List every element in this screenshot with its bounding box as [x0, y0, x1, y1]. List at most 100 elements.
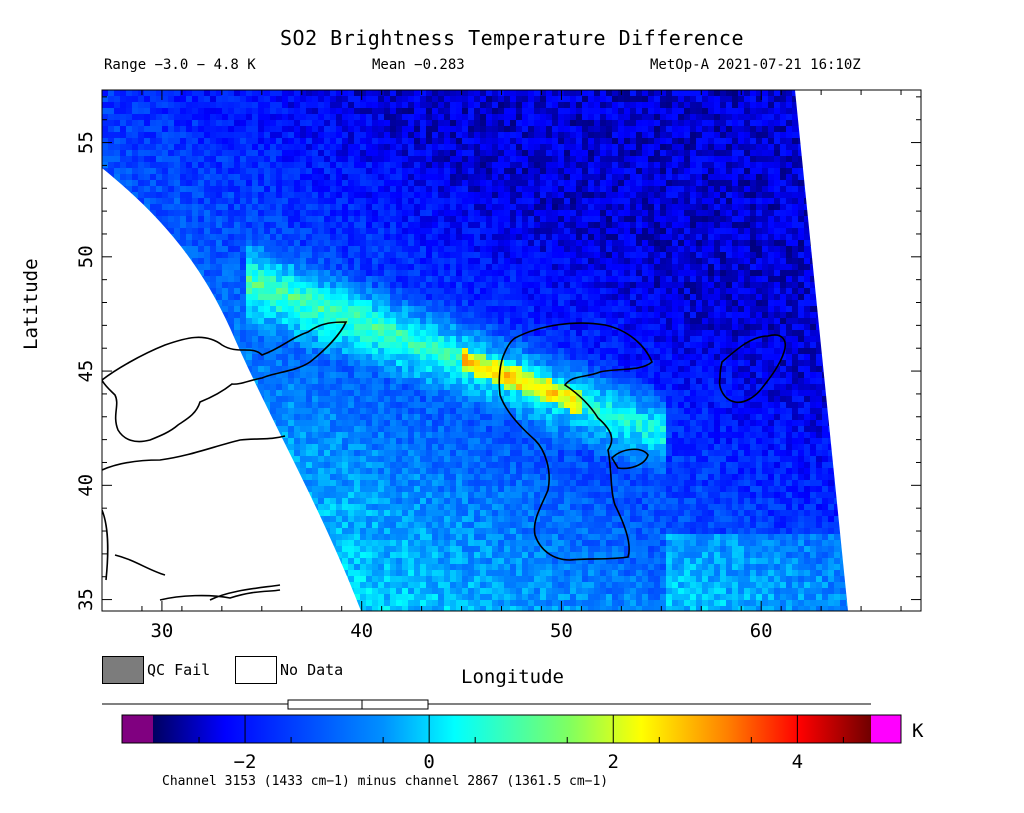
heat-cell [714, 174, 720, 180]
heat-cell [390, 108, 396, 114]
heat-cell [270, 108, 276, 114]
heat-cell [108, 132, 114, 138]
heat-cell [840, 210, 846, 216]
heat-cell [696, 288, 702, 294]
heat-cell [594, 270, 600, 276]
heat-cell [264, 192, 270, 198]
heat-cell [198, 150, 204, 156]
heat-cell [714, 210, 720, 216]
heat-cell [348, 258, 354, 264]
heat-cell [234, 180, 240, 186]
heat-cell [474, 204, 480, 210]
heat-cell [342, 318, 348, 324]
heat-cell [234, 324, 240, 330]
heat-cell [324, 306, 330, 312]
heat-cell [348, 138, 354, 144]
heat-cell [288, 132, 294, 138]
heat-cell [396, 276, 402, 282]
heat-cell [846, 114, 848, 120]
heat-cell [120, 216, 126, 222]
heat-cell [108, 180, 114, 186]
heat-cell [678, 306, 684, 312]
heat-cell [684, 276, 690, 282]
heat-cell [450, 108, 456, 114]
heat-cell [438, 240, 444, 246]
heat-cell [288, 186, 294, 192]
heat-cell [270, 288, 276, 294]
heat-cell [174, 192, 180, 198]
heat-cell [810, 324, 816, 330]
heat-cell [192, 234, 198, 240]
heat-cell [636, 192, 642, 198]
heat-cell [762, 288, 768, 294]
heat-cell [702, 108, 708, 114]
heat-cell [306, 186, 312, 192]
heat-cell [366, 258, 372, 264]
heat-cell [462, 246, 468, 252]
heat-cell [528, 252, 534, 258]
heat-cell [294, 108, 300, 114]
heat-cell [378, 174, 384, 180]
heat-cell [534, 138, 540, 144]
heat-cell [726, 96, 732, 102]
heat-cell [774, 210, 780, 216]
heat-cell [660, 96, 666, 102]
heat-cell [270, 318, 276, 324]
heat-cell [324, 192, 330, 198]
heat-cell [726, 234, 732, 240]
heat-cell [210, 306, 216, 312]
heat-cell [420, 138, 426, 144]
heat-cell [654, 144, 660, 150]
heat-cell [216, 102, 222, 108]
heat-cell [216, 282, 222, 288]
heat-cell [462, 306, 468, 312]
heat-cell [504, 90, 510, 96]
heat-cell [666, 204, 672, 210]
heat-cell [516, 102, 522, 108]
heat-cell [798, 222, 804, 228]
heat-cell [390, 246, 396, 252]
heat-cell [822, 90, 828, 96]
heat-cell [492, 294, 498, 300]
heat-cell [342, 312, 348, 318]
heat-cell [222, 126, 228, 132]
heat-cell [390, 306, 396, 312]
heat-cell [378, 318, 384, 324]
heat-cell [150, 120, 156, 126]
heat-cell [474, 216, 480, 222]
heat-cell [804, 90, 810, 96]
heat-cell [474, 108, 480, 114]
heat-cell [348, 294, 354, 300]
heat-cell [546, 156, 552, 162]
heat-cell [180, 300, 186, 306]
heat-cell [810, 306, 816, 312]
heat-cell [444, 108, 450, 114]
heat-cell [306, 258, 312, 264]
heat-cell [426, 144, 432, 150]
heat-cell [846, 186, 848, 192]
heat-cell [498, 216, 504, 222]
heat-cell [426, 204, 432, 210]
heat-cell [522, 228, 528, 234]
heat-cell [402, 276, 408, 282]
heat-cell [138, 90, 144, 96]
heat-cell [786, 204, 792, 210]
heat-cell [222, 276, 228, 282]
heat-cell [582, 318, 588, 324]
heat-cell [390, 144, 396, 150]
heat-cell [210, 186, 216, 192]
heat-cell [690, 264, 696, 270]
heat-cell [438, 126, 444, 132]
heat-cell [282, 126, 288, 132]
heat-cell [390, 276, 396, 282]
heat-cell [246, 270, 252, 276]
heat-cell [324, 186, 330, 192]
heat-cell [534, 96, 540, 102]
heat-cell [498, 102, 504, 108]
heat-cell [144, 132, 150, 138]
heat-cell [666, 192, 672, 198]
heat-cell [690, 168, 696, 174]
heat-cell [636, 138, 642, 144]
heat-cell [612, 138, 618, 144]
heat-cell [810, 198, 816, 204]
